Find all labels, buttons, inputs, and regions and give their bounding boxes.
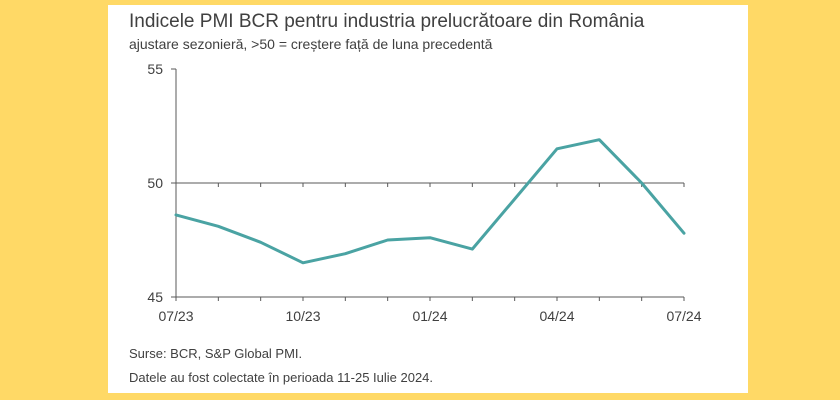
x-tick-label: 10/23 <box>285 308 320 324</box>
data-point <box>640 182 643 185</box>
line-chart: 45 50 55 07/23 10/23 01/24 04/24 07/24 <box>147 61 701 324</box>
data-point <box>598 138 601 141</box>
x-tick-label: 04/24 <box>539 308 574 324</box>
chart-card: Indicele PMI BCR pentru industria preluc… <box>108 5 748 393</box>
series-line <box>174 138 686 265</box>
data-point <box>344 252 347 255</box>
data-point <box>259 241 262 244</box>
x-tick-label: 01/24 <box>412 308 447 324</box>
data-point <box>217 225 220 228</box>
y-tick-label: 55 <box>147 61 163 77</box>
chart-title: Indicele PMI BCR pentru industria preluc… <box>129 11 645 32</box>
data-point <box>513 197 516 200</box>
data-point <box>471 248 474 251</box>
data-point <box>302 261 305 264</box>
y-tick-label: 50 <box>147 175 163 191</box>
data-point <box>175 213 178 216</box>
data-point <box>683 232 686 235</box>
source-text: Surse: BCR, S&P Global PMI. <box>129 346 303 361</box>
collection-note: Datele au fost colectate în perioada 11-… <box>129 370 434 385</box>
data-point <box>386 239 389 242</box>
x-tick-label: 07/24 <box>666 308 701 324</box>
chart-subtitle: ajustare sezonieră, >50 = creștere față … <box>129 36 493 52</box>
data-point <box>556 147 559 150</box>
x-tick-label: 07/23 <box>158 308 193 324</box>
data-point <box>429 236 432 239</box>
y-tick-label: 45 <box>147 289 163 305</box>
